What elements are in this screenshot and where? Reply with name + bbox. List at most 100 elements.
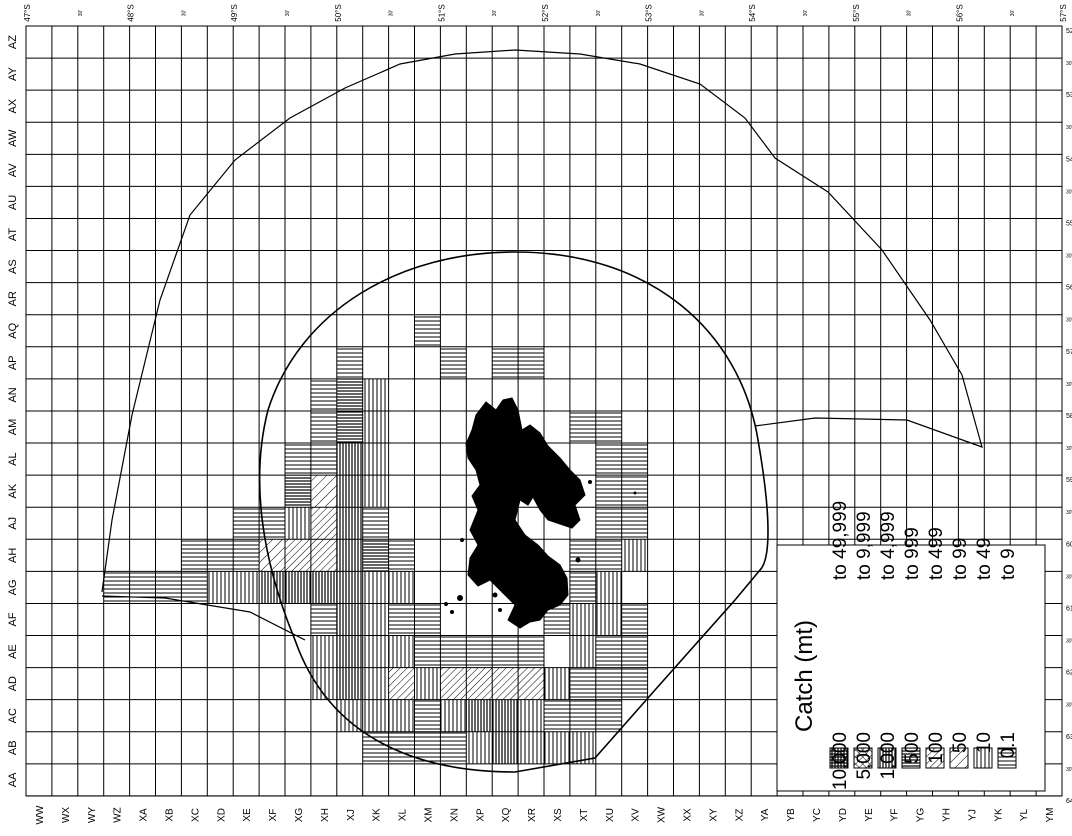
left-axis-label: AT [7,228,19,242]
left-axis-label: AU [7,195,19,210]
catch-cell [492,667,519,700]
catch-cell [621,539,648,572]
catch-cell [129,571,156,604]
catch-cell [569,603,596,636]
catch-cell [310,475,337,508]
legend-range-from: 10,000 [830,732,851,790]
left-axis-label: AS [7,259,19,274]
top-axis-label: 55°S [852,4,861,21]
bottom-axis-label: YJ [967,809,978,821]
bottom-axis-label: XY [708,808,719,822]
right-axis-label: 30' [1066,125,1072,131]
bottom-axis-label: YG [916,808,927,823]
catch-cell [492,699,519,732]
right-axis-label: 54°W [1066,155,1072,163]
bottom-axis-label: XN [449,808,460,822]
left-axis-label: AW [7,129,19,147]
catch-cell [518,635,544,668]
catch-cell [544,731,570,764]
legend-range-to: to 49 [974,538,995,580]
catch-cell [388,603,415,636]
bottom-axis-label: XW [657,806,668,823]
catch-cell [233,571,260,604]
bottom-axis-label: XP [475,808,486,822]
top-axis-label: 30' [492,10,498,17]
legend-range-to: to 4,999 [878,511,899,580]
bottom-axis-label: YL [1019,808,1030,821]
left-axis-label: AH [7,548,19,563]
bottom-axis-label: YD [838,808,849,822]
right-axis-label: 30' [1066,318,1072,324]
catch-cell [595,699,622,732]
catch-cell [414,635,441,668]
bottom-axis-label: XC [190,808,201,822]
left-axis-label: AX [7,98,19,113]
catch-cell [414,603,441,636]
catch-cell [362,635,389,668]
catch-cell [466,731,493,764]
bottom-axis-label: XK [372,808,383,822]
legend-range-from: 50 [950,732,971,753]
right-axis-label: 61°W [1066,604,1072,612]
legend-swatch [901,747,921,769]
bottom-axis-label: XM [423,808,434,823]
catch-cell [336,635,363,668]
catch-cell [621,603,648,636]
bottom-axis-label: WX [61,807,72,823]
catch-cell [310,603,337,636]
bottom-axis-label: XG [294,808,305,823]
catch-cell [362,507,389,540]
top-axis-label: 30' [803,10,809,17]
bottom-axis-label: XL [398,808,409,821]
catch-cell [595,571,622,604]
catch-cell [440,731,467,764]
right-axis-label: 30' [1066,446,1072,452]
catch-cell [388,667,415,700]
catch-cell [310,571,337,604]
bottom-axis-label: WY [87,807,98,823]
right-axis-label: 30' [1066,574,1072,580]
catch-cell [595,475,622,508]
bottom-axis-label: XU [605,808,616,822]
catch-cell [388,699,415,732]
top-axis-label: 30' [1010,10,1016,17]
bottom-axis-label: YE [864,808,875,822]
left-axis-label: AN [7,387,19,402]
catch-cell [466,667,493,700]
top-axis-label: 30' [907,10,913,17]
catch-cell [595,635,622,668]
legend-range-to: to 99 [950,538,971,580]
bottom-axis-label: XA [139,808,150,822]
legend-range-to: to 49,999 [830,501,851,580]
catch-cell [336,346,363,379]
catch-cell [621,507,648,540]
bottom-axis-label: YB [786,808,797,822]
bottom-axis-label: XS [553,808,564,822]
island-landmass [465,397,586,629]
catch-cell [285,507,311,540]
left-axis-label: AP [7,355,19,370]
legend-range-from: 500 [902,732,923,764]
catch-cell [336,571,363,604]
catch-cell [336,539,363,572]
bottom-axis-label: XZ [734,809,745,822]
catch-cell [285,443,311,476]
legend-range-from: 5,000 [854,732,875,780]
catch-cell [544,667,570,700]
catch-cell [492,731,519,764]
catch-cell [362,378,389,411]
catch-cell [285,571,311,604]
top-axis-label: 30' [78,10,84,17]
left-axis-label: AR [7,291,19,306]
catch-cell [259,571,285,604]
right-longitude-labels: 52°W 30' 53°W 30' 54°W 30' 55°W 30' 56°W 30' 57°W 3… [1066,27,1072,805]
legend-swatch [949,747,969,769]
catch-cell [181,539,208,572]
right-axis-label: 52°W [1066,27,1072,35]
catch-cell [621,667,648,700]
legend-swatch [877,747,897,769]
right-axis-label: 53°W [1066,91,1072,99]
catch-cell [621,443,648,476]
top-axis-label: 30' [596,10,602,17]
catch-cell [595,539,622,572]
